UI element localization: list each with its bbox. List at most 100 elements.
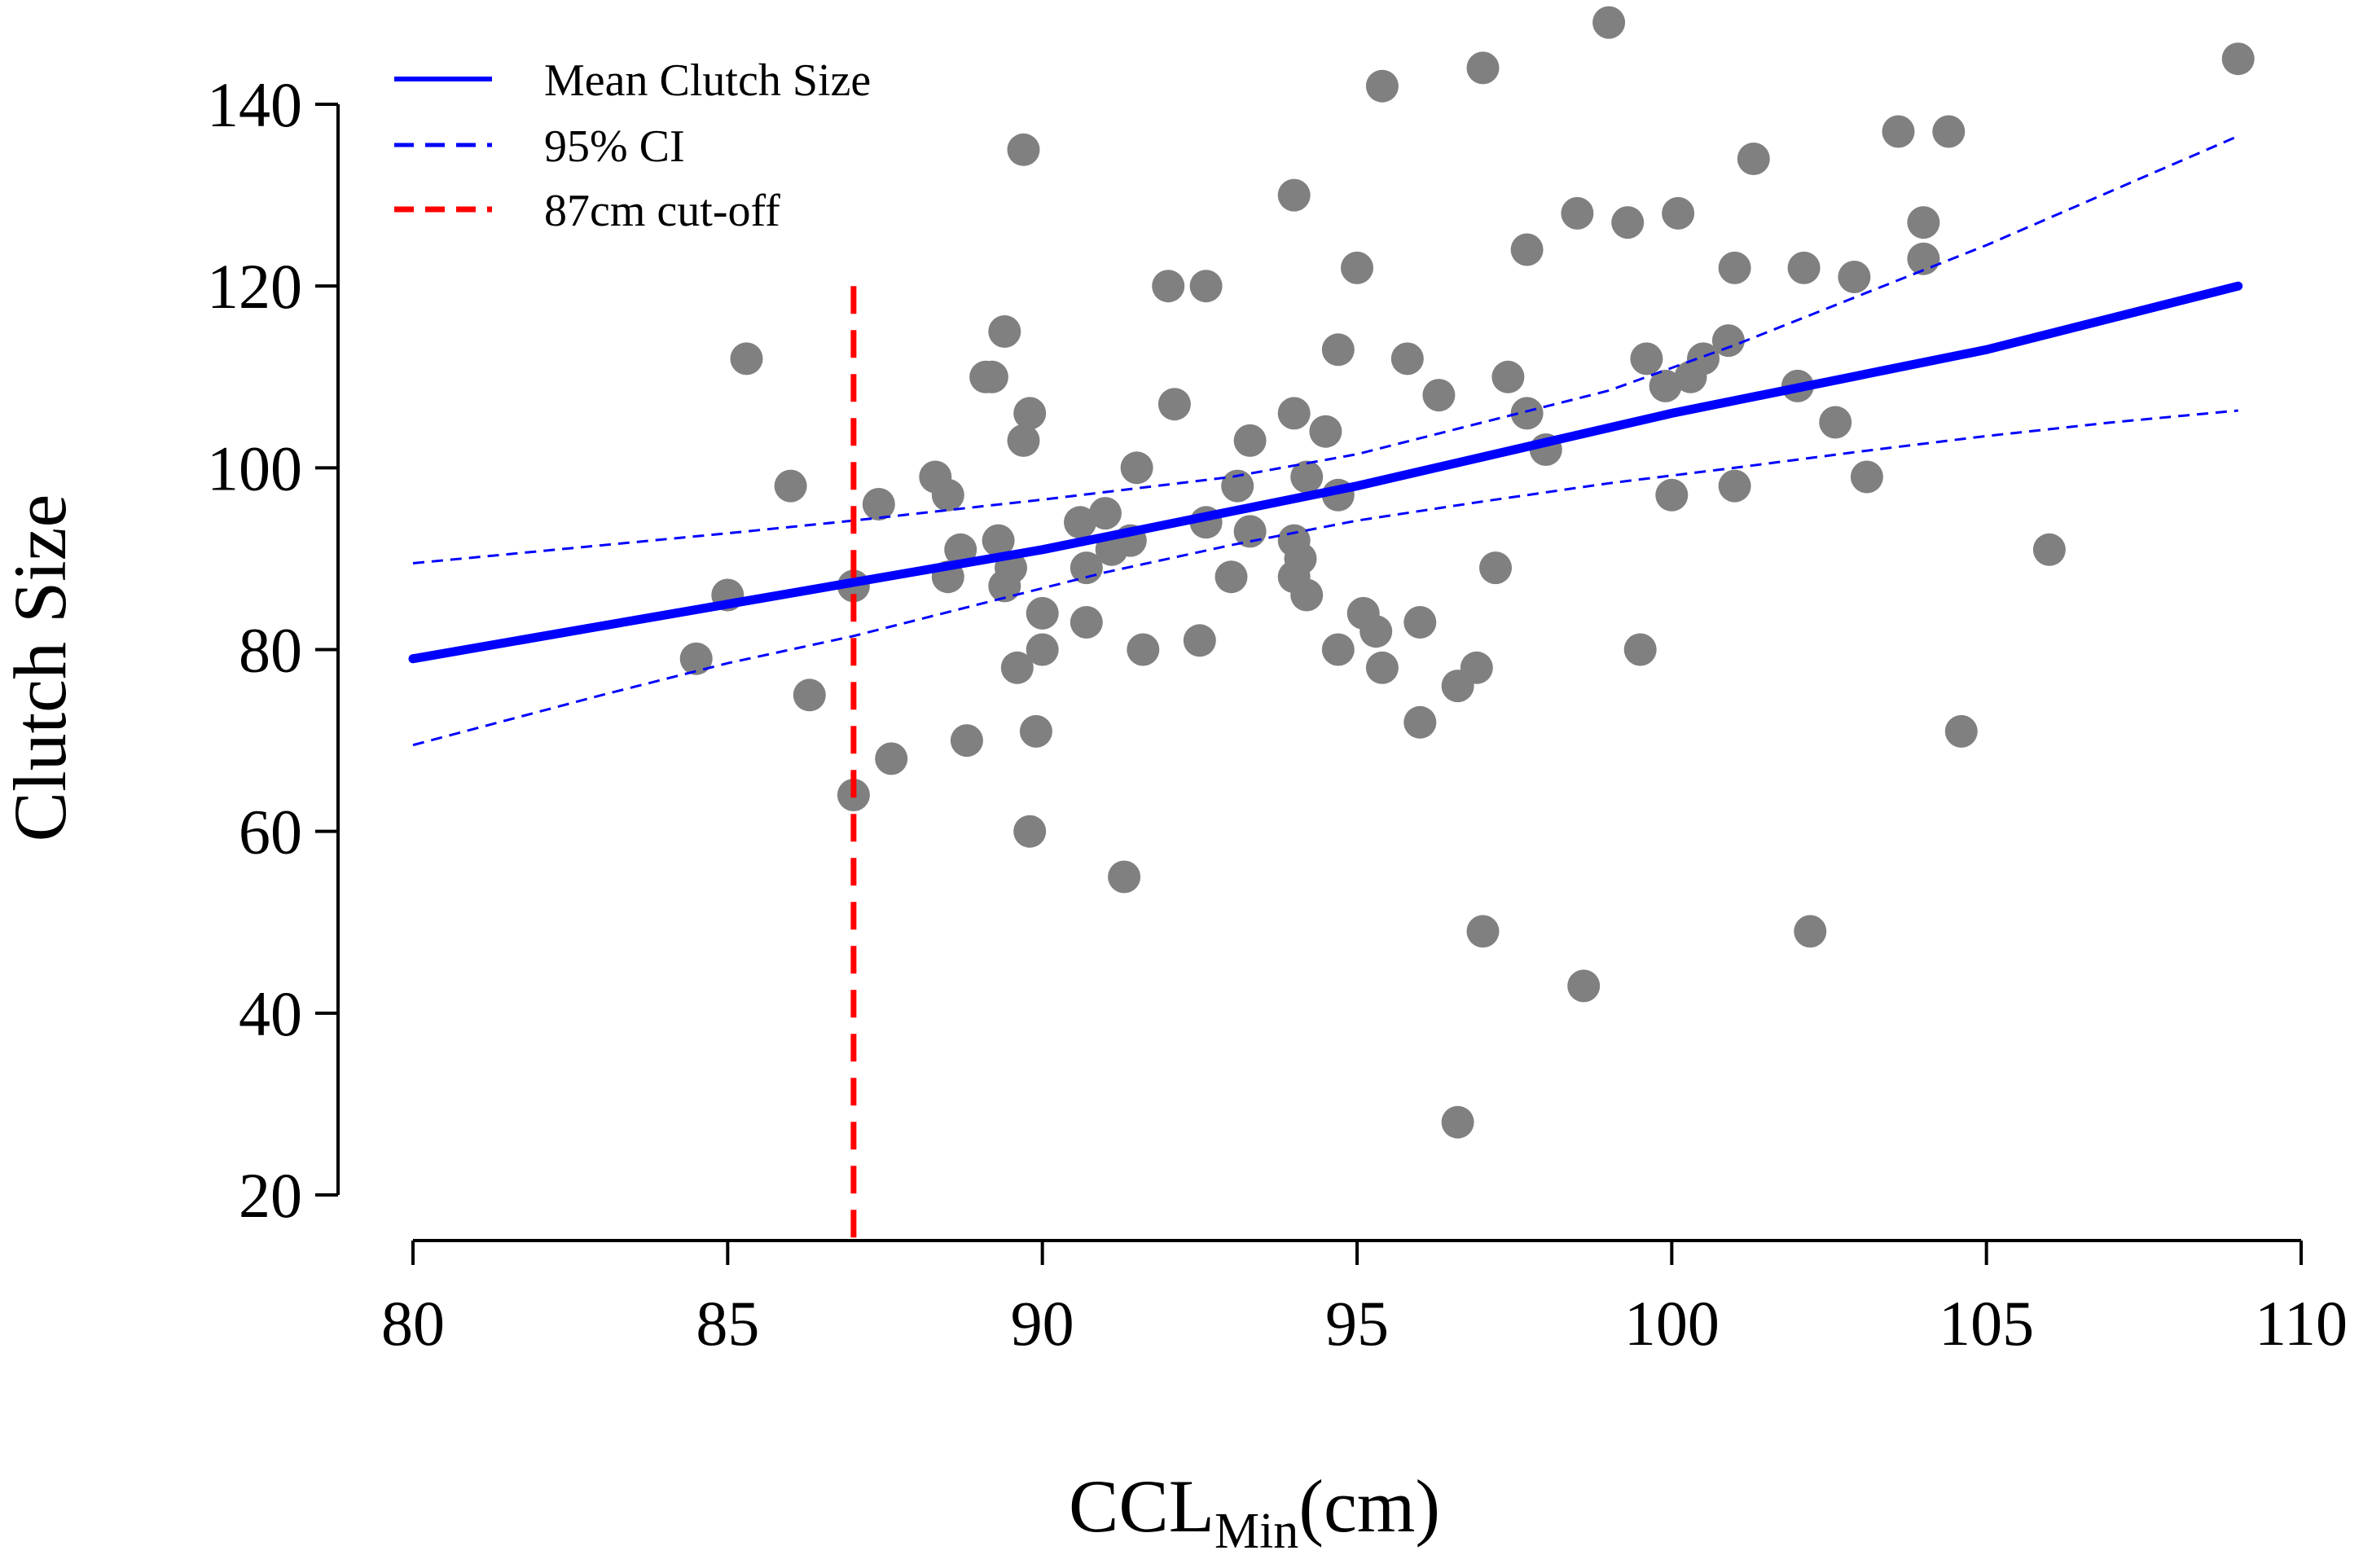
data-point-21	[1007, 424, 1040, 457]
data-point-59	[1360, 615, 1393, 648]
axes	[336, 104, 2301, 1242]
data-point-54	[1321, 333, 1355, 367]
data-point-25	[1019, 714, 1052, 748]
data-point-88	[1718, 251, 1751, 284]
data-point-7	[862, 488, 895, 520]
data-point-2	[730, 342, 763, 376]
x-axis-title-main: CCL	[1069, 1465, 1215, 1548]
data-point-60	[1365, 651, 1399, 684]
data-point-42	[1215, 560, 1248, 594]
mean-clutch-size-line	[408, 281, 2243, 664]
data-point-84	[1662, 196, 1695, 230]
data-point-89	[1718, 469, 1751, 503]
data-point-86	[1687, 342, 1720, 376]
axis-ticks: 20 40 60 80 100 120 140 80 85 90 95 100 105 110	[207, 69, 2348, 1359]
data-point-0	[679, 642, 713, 675]
x-tick-label-85: 85	[696, 1288, 759, 1359]
legend-label-mean: Mean Clutch Size	[544, 55, 871, 106]
data-point-74	[1510, 397, 1544, 430]
data-point-87	[1711, 324, 1745, 358]
data-point-36	[1127, 633, 1160, 666]
data-point-76	[1561, 196, 1594, 230]
data-point-93	[1794, 915, 1827, 948]
data-point-38	[1157, 388, 1191, 421]
data-point-73	[1510, 233, 1544, 266]
data-point-83	[1655, 478, 1689, 512]
data-point-78	[1592, 6, 1626, 39]
data-point-52	[1290, 578, 1324, 612]
x-axis-title: CCLMin(cm)	[1069, 1465, 1440, 1559]
data-point-90	[1737, 143, 1770, 175]
legend: Mean Clutch Size 95% CI 87cm cut-off	[394, 55, 871, 236]
y-axis-title: Clutch Size	[0, 494, 81, 842]
ci-upper-line	[412, 134, 2239, 564]
data-point-43	[1221, 469, 1254, 503]
model-lines	[408, 134, 2243, 1241]
data-point-18	[988, 315, 1021, 348]
data-point-82	[1649, 369, 1682, 402]
data-point-80	[1623, 633, 1657, 666]
data-point-102	[2032, 533, 2066, 566]
data-point-57	[1341, 251, 1373, 284]
data-point-61	[1365, 69, 1399, 103]
data-point-13	[950, 724, 983, 758]
y-tick-label-80: 80	[239, 615, 302, 686]
data-point-81	[1630, 342, 1663, 376]
data-point-50	[1284, 542, 1317, 575]
data-point-46	[1277, 178, 1311, 212]
data-point-26	[1026, 596, 1059, 630]
data-point-68	[1460, 651, 1493, 684]
data-point-44	[1233, 424, 1267, 457]
data-point-35	[1120, 451, 1153, 485]
data-point-4	[793, 679, 826, 712]
data-point-96	[1850, 460, 1883, 494]
y-tick-label-100: 100	[207, 433, 302, 503]
data-point-79	[1611, 206, 1645, 239]
data-point-23	[1013, 397, 1047, 430]
data-point-27	[1026, 633, 1059, 666]
data-point-40	[1189, 270, 1223, 303]
y-tick-label-20: 20	[239, 1160, 302, 1231]
legend-label-ci: 95% CI	[544, 121, 685, 172]
x-tick-label-110: 110	[2255, 1288, 2348, 1359]
data-point-20	[1000, 651, 1034, 684]
data-point-69	[1466, 51, 1500, 85]
data-point-3	[774, 469, 807, 503]
data-point-8	[875, 742, 908, 775]
data-point-28	[1064, 506, 1096, 539]
data-point-30	[1070, 606, 1103, 639]
data-point-67	[1441, 1105, 1474, 1139]
x-tick-label-80: 80	[381, 1288, 445, 1359]
data-point-33	[1108, 860, 1141, 894]
scatter-points	[679, 6, 2255, 1139]
data-point-24	[1013, 815, 1047, 848]
x-tick-label-95: 95	[1325, 1288, 1389, 1359]
data-point-10	[931, 478, 964, 512]
data-point-70	[1466, 915, 1500, 948]
data-point-16	[982, 524, 1015, 557]
data-point-100	[1932, 115, 1966, 148]
x-tick-label-90: 90	[1011, 1288, 1074, 1359]
data-point-31	[1088, 497, 1122, 530]
data-point-94	[1819, 406, 1852, 439]
ci-lower-line	[412, 409, 2238, 747]
data-point-39	[1183, 624, 1216, 657]
data-point-98	[1907, 206, 1940, 239]
data-point-92	[1787, 251, 1821, 284]
x-tick-label-105: 105	[1939, 1288, 2034, 1359]
x-axis-title-unit: (cm)	[1298, 1465, 1440, 1548]
y-tick-label-140: 140	[207, 69, 302, 140]
data-point-65	[1422, 379, 1456, 412]
data-point-62	[1390, 342, 1424, 376]
data-point-103	[2221, 42, 2255, 76]
data-point-53	[1309, 415, 1342, 448]
x-axis-title-subscript: Min	[1215, 1504, 1298, 1559]
y-tick-label-40: 40	[239, 978, 302, 1049]
data-point-97	[1882, 115, 1915, 148]
legend-label-cutoff: 87cm cut-off	[544, 186, 780, 236]
data-point-37	[1152, 270, 1185, 303]
data-point-64	[1403, 705, 1437, 739]
data-point-101	[1944, 714, 1978, 748]
data-point-71	[1479, 551, 1512, 585]
